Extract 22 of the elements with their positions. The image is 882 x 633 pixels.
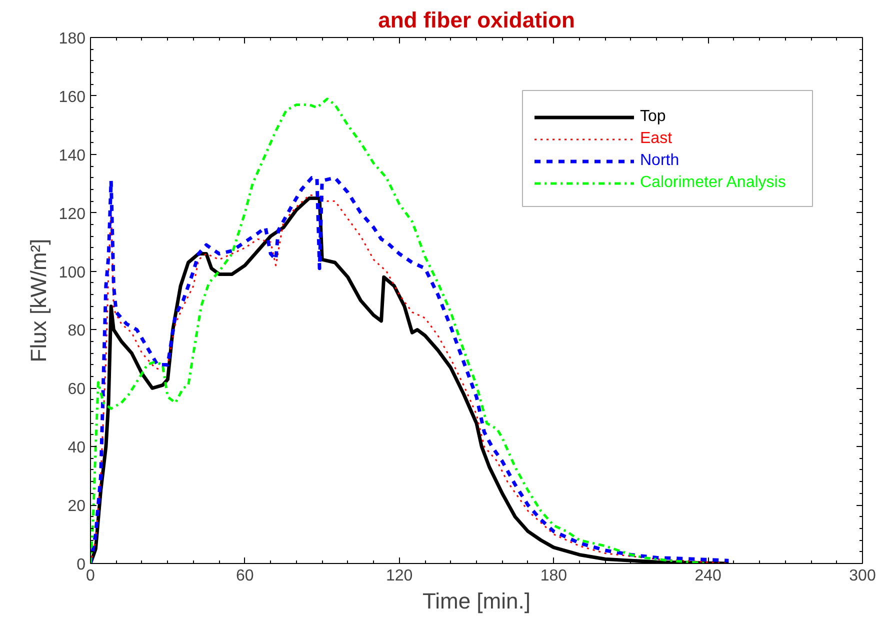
y-tick-label: 160 <box>58 88 86 106</box>
x-tick-label: 120 <box>386 568 413 584</box>
chart-title: and fiber oxidation <box>378 8 575 32</box>
y-tick-label: 120 <box>58 206 86 223</box>
text: East <box>640 130 672 148</box>
text: North <box>640 152 680 170</box>
text: Top <box>640 108 666 126</box>
y-tick-label: 0 <box>76 556 86 574</box>
y-tick-label: 80 <box>68 322 86 340</box>
y-tick-label: 20 <box>68 498 86 516</box>
x-tick-label: 180 <box>540 568 568 584</box>
x-tick-label: 240 <box>694 568 722 584</box>
y-tick-label: 180 <box>58 30 86 48</box>
x-axis-title: Time [min.] <box>422 588 530 614</box>
y-tick-label: 40 <box>68 440 86 457</box>
text: Calorimeter Analysis <box>640 174 786 192</box>
y-tick-label: 100 <box>58 264 86 282</box>
y-tick-label: 60 <box>68 381 86 398</box>
y-axis-title: Flux [kW/m²] <box>26 238 51 362</box>
x-tick-label: 60 <box>236 568 254 584</box>
y-tick-label: 140 <box>58 147 86 164</box>
x-tick-label: 300 <box>849 568 876 584</box>
